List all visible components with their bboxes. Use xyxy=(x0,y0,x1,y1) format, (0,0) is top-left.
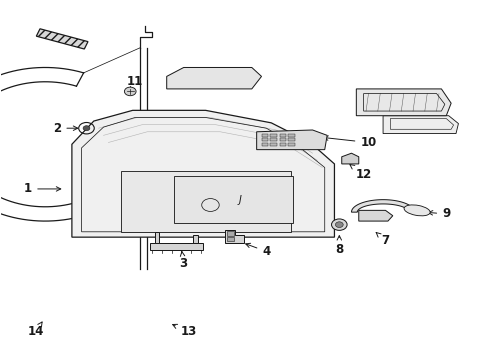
Text: 14: 14 xyxy=(27,322,43,338)
Polygon shape xyxy=(36,29,88,49)
Text: 3: 3 xyxy=(179,252,187,270)
Polygon shape xyxy=(256,130,326,150)
Polygon shape xyxy=(341,153,358,164)
Polygon shape xyxy=(224,230,244,243)
Bar xyxy=(261,138,268,141)
Text: 1: 1 xyxy=(24,183,61,195)
Bar xyxy=(261,143,268,146)
Bar xyxy=(270,138,277,141)
Polygon shape xyxy=(166,67,261,89)
Text: 9: 9 xyxy=(427,207,449,220)
Polygon shape xyxy=(382,116,458,134)
Bar xyxy=(287,143,294,146)
Text: 4: 4 xyxy=(245,243,270,258)
Bar xyxy=(226,231,233,236)
Bar xyxy=(270,143,277,146)
Polygon shape xyxy=(120,171,290,232)
Polygon shape xyxy=(72,111,334,237)
Ellipse shape xyxy=(403,205,429,216)
Polygon shape xyxy=(149,243,203,249)
Text: 10: 10 xyxy=(323,136,376,149)
Polygon shape xyxy=(154,232,159,243)
Text: 12: 12 xyxy=(349,165,371,181)
Text: J: J xyxy=(238,195,241,204)
Text: 2: 2 xyxy=(53,122,78,135)
Text: 5: 5 xyxy=(426,115,440,131)
Text: 7: 7 xyxy=(375,233,389,247)
Circle shape xyxy=(331,219,346,230)
Bar xyxy=(226,237,233,242)
Bar xyxy=(270,134,277,137)
Circle shape xyxy=(335,222,343,228)
Bar xyxy=(261,134,268,137)
Circle shape xyxy=(83,126,90,131)
Polygon shape xyxy=(356,89,450,116)
Text: 13: 13 xyxy=(172,324,196,338)
Polygon shape xyxy=(193,235,198,243)
Polygon shape xyxy=(351,200,414,212)
Text: 6: 6 xyxy=(194,68,203,85)
Bar xyxy=(279,138,286,141)
Polygon shape xyxy=(174,176,292,223)
Text: 11: 11 xyxy=(127,75,143,91)
Polygon shape xyxy=(358,210,392,221)
Circle shape xyxy=(124,87,136,96)
Text: 8: 8 xyxy=(334,236,343,256)
Bar xyxy=(287,138,294,141)
Bar xyxy=(279,143,286,146)
Bar xyxy=(279,134,286,137)
Bar xyxy=(287,134,294,137)
